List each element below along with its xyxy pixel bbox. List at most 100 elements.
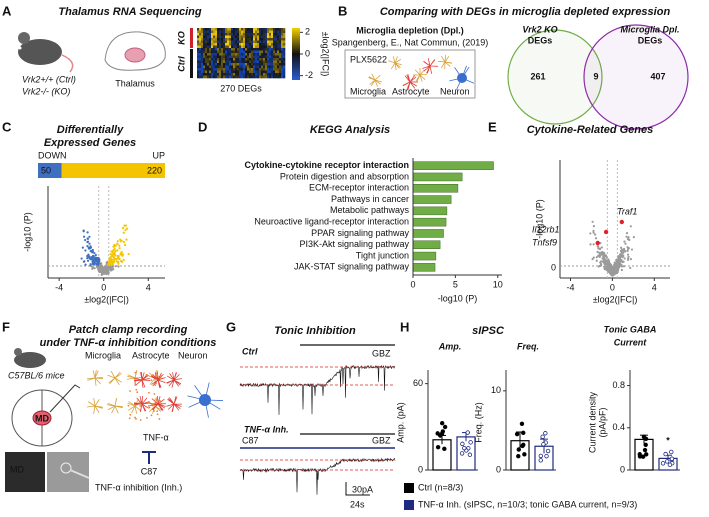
heatmap-cell	[203, 53, 206, 56]
heatmap-cell	[211, 60, 214, 64]
heatmap-cell	[283, 28, 286, 31]
volcano-dot	[598, 255, 601, 258]
volcano-dot	[615, 272, 618, 275]
heatmap-cell	[227, 35, 230, 39]
heatmap-cell	[233, 58, 236, 61]
heatmap-cell	[281, 30, 284, 34]
heatmap-cell	[237, 50, 240, 54]
heatmap-cell	[213, 35, 216, 39]
x-tick-label: 0	[101, 282, 106, 292]
heatmap-cell	[215, 35, 218, 39]
heatmap-cell	[227, 60, 230, 64]
heatmap-cell	[253, 75, 256, 79]
heatmap-cell	[271, 73, 274, 76]
heatmap-cell	[211, 70, 214, 74]
panel-title: Comparing with DEGs in microglia deplete…	[380, 6, 671, 18]
x-tick-label: 4	[146, 282, 151, 292]
heatmap-cell	[245, 53, 248, 56]
heatmap-cell	[261, 43, 264, 46]
heatmap-cell	[281, 68, 284, 71]
heatmap-cell	[245, 33, 248, 36]
heatmap-cell	[219, 73, 222, 76]
heatmap-cell	[199, 38, 202, 41]
heatmap-cell	[221, 58, 224, 61]
heatmap-cell	[281, 70, 284, 74]
heatmap-cell	[247, 60, 250, 64]
heatmap-cell	[279, 73, 282, 76]
point	[467, 452, 473, 457]
heatmap-cell	[239, 58, 242, 61]
heatmap-cell	[227, 30, 230, 34]
point	[442, 424, 448, 430]
panel-letter: A	[2, 3, 12, 18]
volcano-dot	[615, 258, 618, 261]
volcano-dot	[624, 242, 627, 245]
heatmap-cell	[269, 33, 272, 36]
volcano-dot	[604, 268, 607, 271]
heatmap-cell	[281, 63, 284, 66]
volcano-dot	[599, 261, 602, 264]
point	[545, 448, 551, 454]
heatmap-cell	[233, 53, 236, 56]
heatmap-cell	[255, 68, 258, 71]
volcano-dot	[86, 237, 90, 240]
heatmap-cell	[197, 65, 200, 69]
heatmap-cell	[243, 35, 246, 39]
heatmap-cell	[247, 65, 250, 69]
tnf-particle	[135, 388, 138, 391]
heatmap-cell	[221, 70, 224, 74]
heatmap-cell	[283, 38, 286, 41]
heatmap-cell	[265, 63, 268, 66]
heatmap-cell	[227, 45, 230, 49]
heatmap-cell	[211, 65, 214, 69]
y-tick-label: 0	[496, 464, 501, 474]
heatmap-cell	[217, 45, 220, 49]
heatmap-cell	[235, 30, 238, 34]
heatmap-cell	[221, 35, 224, 39]
heatmap-cell	[253, 73, 256, 76]
heatmap-cell	[235, 40, 238, 44]
heatmap-cell	[283, 40, 286, 44]
x-axis-label: ±log2(|FC|)	[593, 294, 638, 304]
heatmap-cell	[257, 38, 260, 41]
segment-count: 50	[41, 165, 51, 175]
volcano-dot	[100, 271, 104, 275]
bar	[412, 263, 436, 272]
heatmap-cell	[255, 48, 258, 51]
heatmap-cell	[229, 68, 232, 71]
heatmap-cell	[283, 35, 286, 39]
heatmap-cell	[245, 30, 248, 34]
volcano-dot	[84, 263, 87, 266]
heatmap-cell	[197, 30, 200, 34]
heatmap-cell	[247, 70, 250, 74]
heatmap-cell	[269, 60, 272, 64]
heatmap-cell	[199, 65, 202, 69]
heatmap-cell	[199, 70, 202, 74]
volcano-dot	[122, 231, 125, 234]
heatmap-cell	[243, 58, 246, 61]
volcano-dot	[126, 227, 129, 230]
heatmap-cell	[205, 73, 208, 76]
tnf-particle	[156, 397, 158, 399]
heatmap-cell	[219, 68, 222, 71]
heatmap-cell	[217, 43, 220, 46]
heatmap-cell	[237, 30, 240, 34]
tnf-particle	[156, 410, 159, 413]
heatmap-cell	[207, 53, 210, 56]
heatmap-cell	[245, 75, 248, 79]
heatmap-cell	[275, 70, 278, 74]
group-label: Ctrl	[176, 56, 186, 72]
volcano-dot	[600, 253, 603, 256]
heatmap-cell	[239, 70, 242, 74]
heatmap-cell	[259, 70, 262, 74]
panel-title: Cytokine-Related Genes	[527, 124, 654, 136]
heatmap-cell	[235, 70, 238, 74]
heatmap-cell	[263, 70, 266, 74]
heatmap-cell	[209, 28, 212, 31]
heatmap-cell	[219, 53, 222, 56]
heatmap-cell	[271, 38, 274, 41]
heatmap-cell	[203, 65, 206, 69]
tnf-particle	[153, 392, 156, 395]
heatmap-cell	[223, 45, 226, 49]
y-axis-label: Amp. (pA)	[395, 402, 405, 443]
